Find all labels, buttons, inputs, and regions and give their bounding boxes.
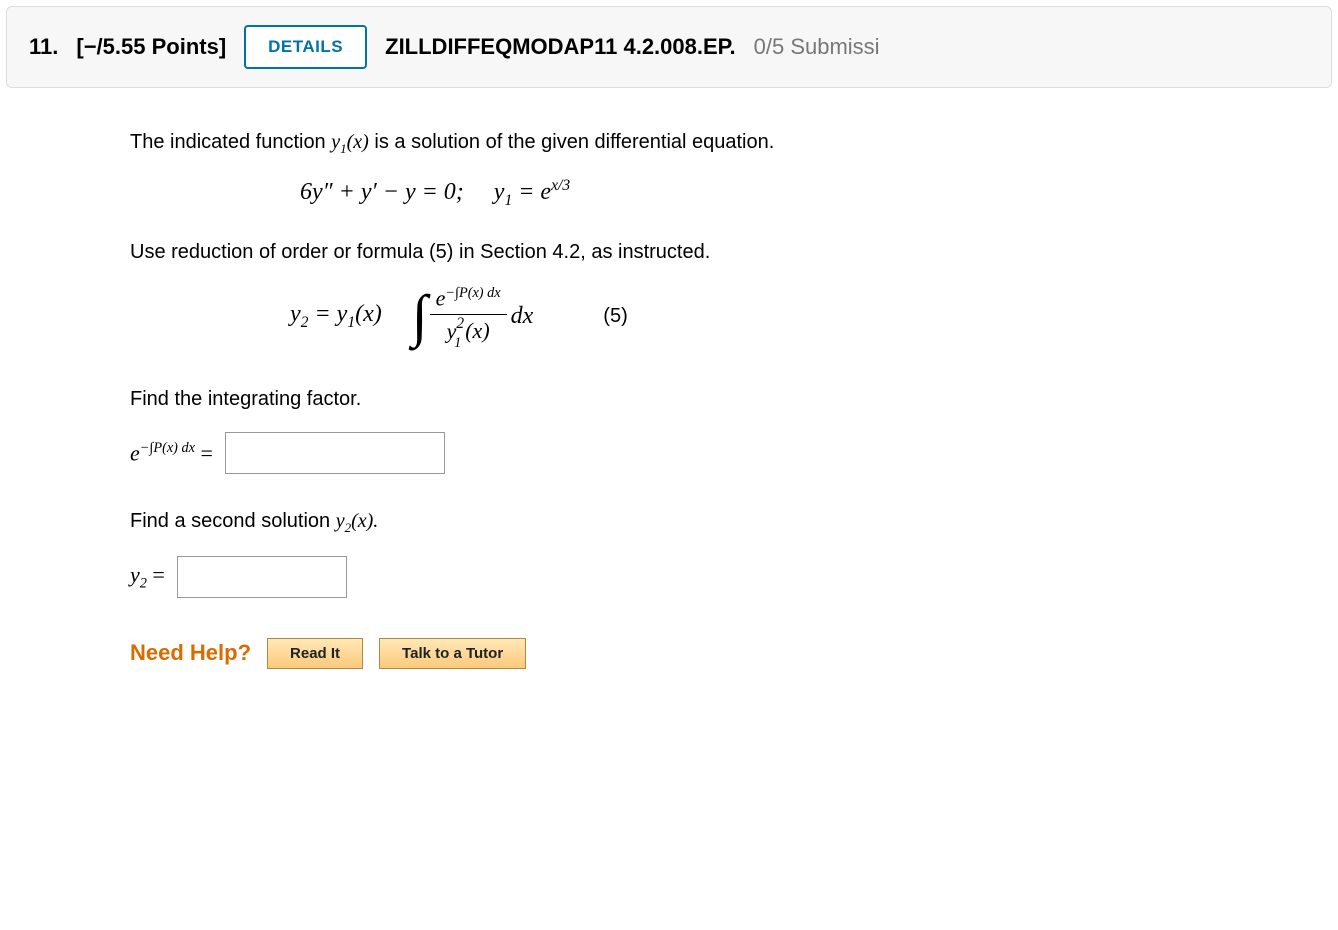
integrating-factor-row: e−∫P(x) dx = [130,432,1170,474]
y2-label: y2 = [130,562,165,592]
submissions-label: 0/5 Submissi [754,34,880,60]
need-help-label: Need Help? [130,640,251,666]
y2-row: y2 = [130,556,1170,598]
formula-fraction: e−∫P(x) dx y21(x) [430,285,507,348]
intro-text: The indicated function y1(x) is a soluti… [130,127,1170,159]
question-body: The indicated function y1(x) is a soluti… [0,88,1200,699]
equation-number: (5) [603,305,627,328]
textbook-code: ZILLDIFFEQMODAP11 4.2.008.EP. [385,34,736,60]
points-label: [−/5.55 Points] [76,34,226,60]
reduction-text: Use reduction of order or formula (5) in… [130,237,1170,267]
help-row: Need Help? Read It Talk to a Tutor [130,638,1170,669]
y2-input[interactable] [177,556,347,598]
find-y2-text: Find a second solution y2(x). [130,506,1170,538]
read-it-button[interactable]: Read It [267,638,363,669]
details-button[interactable]: DETAILS [244,25,367,69]
formula-lhs: y2 = y1(x) [290,301,382,332]
integrating-factor-input[interactable] [225,432,445,474]
question-header: 11. [−/5.55 Points] DETAILS ZILLDIFFEQMO… [6,6,1332,88]
question-number: 11. [29,34,58,60]
talk-to-tutor-button[interactable]: Talk to a Tutor [379,638,526,669]
integrating-factor-label: e−∫P(x) dx = [130,440,213,466]
integral-sign: ∫ [412,299,428,334]
formula-5: y2 = y1(x) ∫ e−∫P(x) dx y21(x) dx (5) [290,285,1170,348]
differential-equation: 6y″ + y′ − y = 0; y1 = ex/3 [300,177,1170,210]
find-integrating-factor: Find the integrating factor. [130,384,1170,414]
